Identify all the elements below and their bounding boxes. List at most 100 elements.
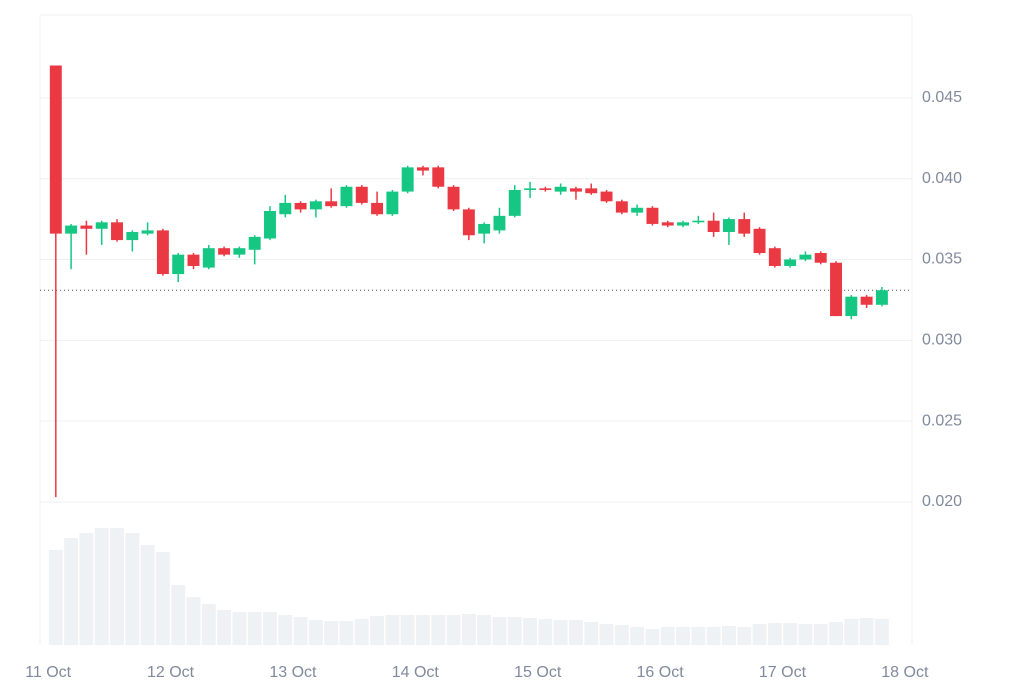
candle-body (768, 248, 781, 266)
volume-bar (829, 622, 843, 645)
candle-body (325, 201, 338, 207)
candle-body (784, 259, 797, 266)
x-tick-label: 16 Oct (637, 664, 685, 681)
candle-body (462, 209, 475, 236)
candle-body (371, 202, 384, 215)
volume-bar (186, 597, 201, 645)
volume-bar (431, 615, 446, 645)
volume-bar (752, 624, 767, 645)
candle-body (264, 211, 276, 239)
volume-bar (278, 615, 293, 645)
candle-body (814, 253, 827, 263)
volume-bar (324, 621, 339, 645)
y-tick-label: 0.040 (922, 170, 962, 187)
candle-body (753, 228, 766, 254)
volume-bar (370, 616, 385, 645)
volume-bar (110, 528, 124, 645)
candle-body (386, 191, 399, 215)
candle-body (875, 290, 888, 305)
candle-body (340, 186, 353, 207)
volume-bar (492, 617, 507, 645)
volume-bar (614, 625, 629, 645)
volume-bar (507, 617, 522, 645)
y-tick-label: 0.045 (922, 89, 962, 106)
candle-body (233, 248, 246, 255)
volume-bar (706, 627, 721, 645)
candle-body (493, 215, 506, 231)
candle-body (416, 167, 429, 171)
volume-bar (553, 620, 568, 645)
candle-body (692, 220, 705, 223)
candle-body (600, 191, 613, 202)
y-tick-label: 0.020 (922, 493, 962, 510)
candle-body (432, 167, 445, 187)
volume-bar (568, 620, 583, 645)
candle-body (80, 225, 93, 229)
volume-bar (783, 623, 798, 645)
candle-body (141, 230, 154, 234)
volume-bar (263, 612, 277, 645)
volume-bar (293, 617, 308, 645)
volume-bar (859, 618, 874, 645)
x-tick-label: 14 Oct (392, 664, 440, 681)
candle-body (830, 262, 842, 317)
candle-body (554, 186, 567, 192)
candle-body (187, 254, 200, 266)
volume-bar (308, 620, 323, 645)
candle-body (539, 188, 552, 190)
candle-body (126, 232, 139, 241)
volume-bar (201, 604, 216, 645)
volume-bar (844, 619, 859, 645)
x-tick-label: 17 Oct (759, 664, 807, 681)
volume-bar (645, 629, 660, 645)
candle-body (279, 202, 292, 215)
volume-bar (79, 533, 94, 645)
volume-bar (48, 550, 63, 645)
candle-body (615, 201, 628, 213)
volume-bar (676, 627, 691, 645)
volume-bar (584, 622, 599, 645)
volume-bar (446, 615, 461, 645)
candle-body (738, 219, 751, 234)
volume-bar (400, 615, 415, 645)
volume-bar (155, 552, 170, 645)
candle-body (646, 207, 659, 224)
volume-bar (461, 614, 476, 645)
volume-bar (767, 623, 782, 645)
candle-body (218, 248, 231, 255)
candle-body (707, 220, 720, 233)
candle-body (447, 186, 460, 210)
volume-bar (813, 624, 828, 645)
candle-body (585, 188, 598, 194)
volume-bar (125, 533, 140, 645)
volume-bar (660, 627, 675, 645)
y-tick-label: 0.030 (922, 332, 962, 349)
volume-bar (538, 619, 553, 645)
volume-bar (415, 615, 430, 645)
volume-bar (798, 624, 813, 645)
volume-bar (140, 545, 155, 645)
volume-bar (247, 612, 262, 645)
volume-bar (599, 624, 614, 645)
candle-body (65, 225, 78, 234)
candle-body (156, 230, 169, 275)
candle-body (478, 223, 491, 234)
candle-body (49, 65, 62, 234)
x-tick-label: 18 Oct (881, 664, 929, 681)
candle-body (631, 207, 644, 213)
volume-bar (385, 615, 400, 645)
volume-bar (477, 615, 492, 645)
volume-bar (737, 627, 752, 645)
volume-bar (630, 627, 645, 645)
volume-bar (354, 619, 369, 645)
candle-body (677, 222, 690, 226)
volume-bar (232, 612, 247, 645)
volume-bar (94, 528, 109, 645)
candle-body (799, 254, 812, 260)
candle-body (111, 222, 123, 241)
candle-body (355, 186, 368, 203)
candle-body (661, 222, 674, 226)
volume-bar (64, 538, 79, 645)
candle-body (202, 248, 215, 268)
x-tick-label: 12 Oct (147, 664, 195, 681)
